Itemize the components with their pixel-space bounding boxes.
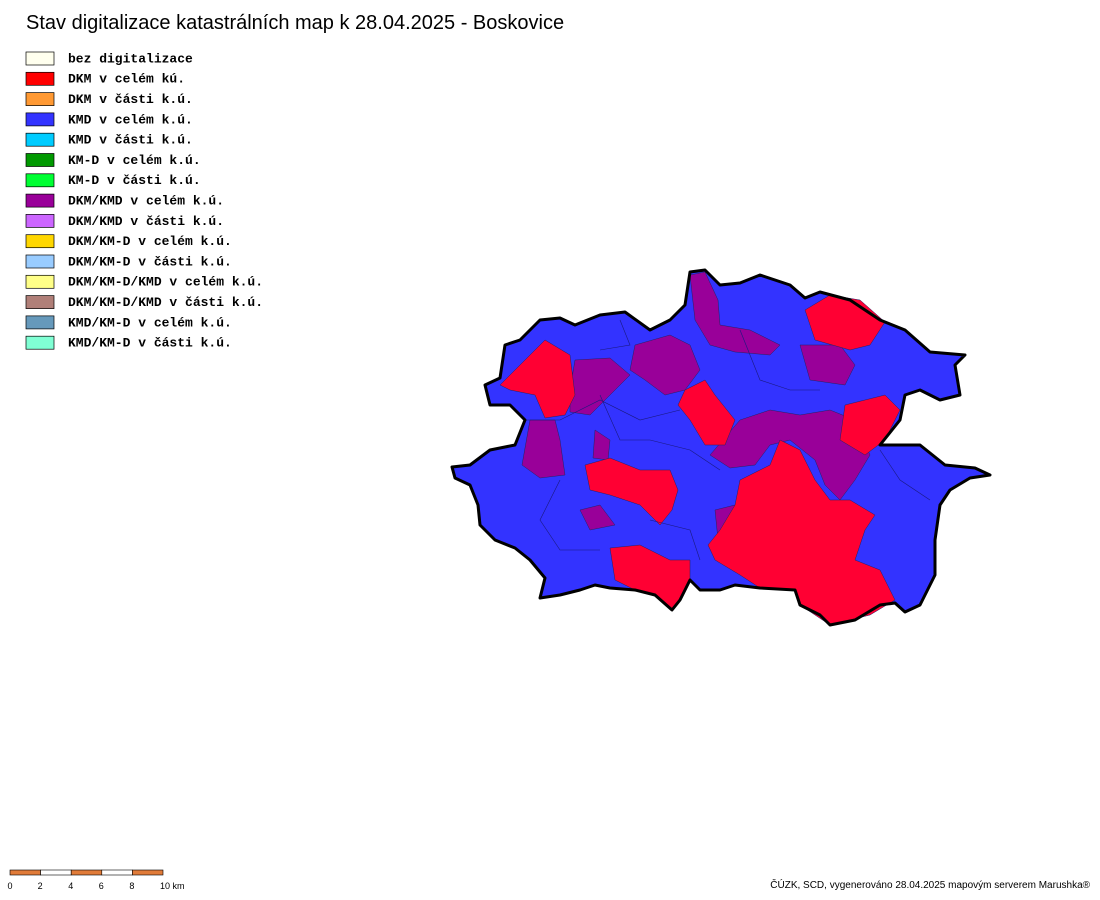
scale-label: 6 [99, 881, 104, 891]
legend-label: DKM/KM-D v části k.ú. [68, 254, 232, 269]
legend-swatch [25, 112, 55, 127]
map-title: Stav digitalizace katastrálních map k 28… [26, 12, 564, 34]
legend: bez digitalizace DKM v celém kú. DKM v čás… [25, 51, 263, 351]
legend-label: DKM v celém kú. [68, 72, 185, 87]
scale-label: 8 [129, 881, 134, 891]
legend-swatch [25, 315, 55, 330]
kmd-dkm-areas [499, 271, 901, 626]
legend-label: KM-D v celém k.ú. [68, 153, 201, 168]
legend-label: bez digitalizace [68, 51, 193, 66]
scale-label: 2 [38, 881, 43, 891]
legend-swatch [25, 274, 55, 289]
legend-swatch [25, 254, 55, 269]
legend-label: KMD/KM-D v části k.ú. [68, 336, 232, 351]
parcel-borders [525, 319, 931, 561]
legend-swatch [25, 132, 55, 147]
legend-swatch [25, 51, 55, 66]
credit: ČÚZK, SCD, vygenerováno 28.04.2025 mapov… [770, 878, 1090, 891]
legend-swatch [25, 295, 55, 309]
scale-label: 10 km [160, 881, 185, 891]
legend-swatch [25, 71, 55, 86]
legend-label: DKM/KM-D/KMD v části k.ú. [68, 295, 263, 310]
scale-bar: 0 2 4 6 8 10 km [7, 869, 185, 891]
district-border [450, 268, 992, 627]
legend-swatch [25, 335, 55, 350]
legend-label: DKM/KMD v části k.ú. [68, 214, 224, 229]
legend-swatch [25, 173, 55, 188]
scale-label: 4 [68, 881, 73, 891]
legend-swatch [25, 153, 55, 167]
legend-label: DKM/KMD v celém k.ú. [68, 194, 224, 209]
legend-label: KMD/KM-D v celém k.ú. [68, 315, 232, 330]
legend-label: KMD v části k.ú. [68, 133, 193, 148]
legend-swatch [25, 92, 55, 106]
legend-swatch [25, 234, 55, 249]
legend-label: DKM v části k.ú. [68, 92, 193, 107]
legend-label: DKM/KM-D v celém k.ú. [68, 234, 232, 249]
map [450, 268, 992, 627]
legend-swatch [25, 193, 55, 208]
legend-label: KMD v celém k.ú. [68, 112, 193, 127]
legend-label: DKM/KM-D/KMD v celém k.ú. [68, 275, 263, 290]
legend-label: KM-D v části k.ú. [68, 173, 201, 188]
scale-label: 0 [7, 881, 12, 891]
legend-swatch [25, 214, 55, 228]
